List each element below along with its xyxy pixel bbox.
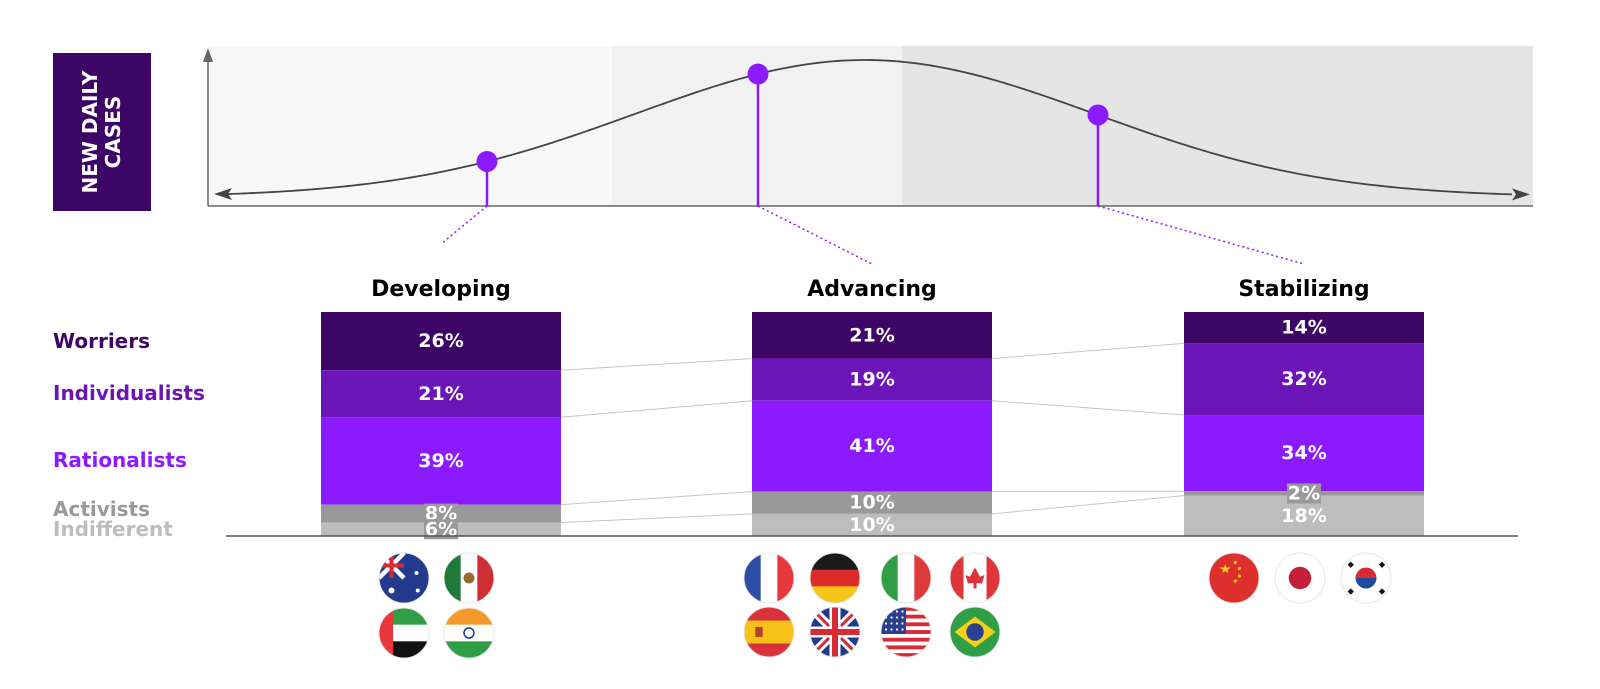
segment-link-line — [560, 358, 753, 371]
germany-flag-icon — [809, 552, 861, 604]
category-label-developing: Developing — [371, 277, 511, 302]
france-flag-icon — [743, 552, 795, 604]
curve-right-arrow-icon — [1512, 188, 1530, 201]
australia-flag-icon — [378, 552, 430, 604]
bar-segment-worriers-stabilizing — [1184, 312, 1424, 344]
mexico-flag-icon — [443, 552, 495, 604]
data-label-individualists-stabilizing: 32% — [1281, 368, 1326, 390]
uk-flag-icon — [809, 606, 861, 658]
data-label-activists-stabilizing: 2% — [1288, 482, 1320, 504]
legend-indifferent: Indifferent — [53, 517, 173, 541]
bar-segment-rationalists-stabilizing — [1184, 415, 1424, 492]
phase-marker-dot-developing — [476, 151, 498, 173]
segment-link-line — [991, 495, 1185, 515]
legend-individualists: Individualists — [53, 381, 205, 405]
phase-marker-dot-stabilizing — [1087, 104, 1109, 126]
phase-band-developing — [208, 46, 612, 206]
category-label-advancing: Advancing — [807, 277, 937, 302]
phase-marker-dot-advancing — [747, 63, 769, 85]
epidemic-curve — [227, 59, 1513, 196]
small-value-box — [1287, 483, 1321, 504]
spain-flag-icon — [743, 606, 795, 658]
phase-connector-developing — [440, 205, 488, 245]
bar-segment-worriers-developing — [321, 312, 561, 371]
data-label-individualists-developing: 21% — [418, 383, 463, 405]
south-korea-flag-icon — [1340, 552, 1392, 604]
phase-connector-advancing — [757, 205, 873, 265]
india-flag-icon — [443, 607, 495, 659]
canada-flag-icon — [949, 552, 1001, 604]
small-value-box — [424, 519, 458, 540]
legend-rationalists: Rationalists — [53, 448, 187, 472]
segment-link-line — [560, 513, 753, 524]
japan-flag-icon — [1274, 552, 1326, 604]
data-label-indifferent-developing: 6% — [425, 518, 457, 540]
data-label-activists-advancing: 10% — [849, 492, 894, 514]
segment-link-line — [560, 400, 753, 418]
data-label-worriers-stabilizing: 14% — [1281, 317, 1326, 339]
data-label-rationalists-stabilizing: 34% — [1281, 442, 1326, 464]
data-label-indifferent-advancing: 10% — [849, 514, 894, 536]
italy-flag-icon — [880, 552, 932, 604]
y-axis-label-box: NEW DAILY CASES — [53, 53, 151, 211]
phase-band-stabilizing — [902, 46, 1533, 206]
data-label-indifferent-stabilizing: 18% — [1281, 505, 1326, 527]
bar-segment-rationalists-developing — [321, 417, 561, 505]
small-value-box — [424, 503, 458, 524]
data-label-rationalists-developing: 39% — [418, 450, 463, 472]
bar-segment-individualists-stabilizing — [1184, 343, 1424, 416]
brazil-flag-icon — [949, 606, 1001, 658]
data-label-activists-developing: 8% — [425, 503, 457, 525]
segment-link-line — [560, 491, 753, 506]
china-flag-icon — [1208, 552, 1260, 604]
category-label-stabilizing: Stabilizing — [1238, 277, 1369, 302]
segment-link-line — [991, 400, 1185, 416]
legend-activists: Activists — [53, 497, 150, 521]
usa-flag-icon — [880, 606, 932, 658]
legend-worriers: Worriers — [53, 329, 150, 353]
bar-segment-worriers-advancing — [752, 312, 992, 359]
bar-segment-individualists-advancing — [752, 358, 992, 401]
y-axis-arrow-icon — [203, 48, 213, 62]
data-label-worriers-developing: 26% — [418, 330, 463, 352]
uae-flag-icon — [378, 607, 430, 659]
data-label-rationalists-advancing: 41% — [849, 435, 894, 457]
phase-connector-stabilizing — [1097, 205, 1305, 265]
segment-link-line — [991, 342, 1185, 360]
bar-segment-activists-advancing — [752, 491, 992, 514]
curve-left-arrow-icon — [214, 188, 232, 200]
data-label-individualists-advancing: 19% — [849, 369, 894, 391]
bar-segment-indifferent-advancing — [752, 513, 992, 536]
data-label-worriers-advancing: 21% — [849, 324, 894, 346]
bar-segment-rationalists-advancing — [752, 400, 992, 492]
bar-segment-individualists-developing — [321, 370, 561, 418]
